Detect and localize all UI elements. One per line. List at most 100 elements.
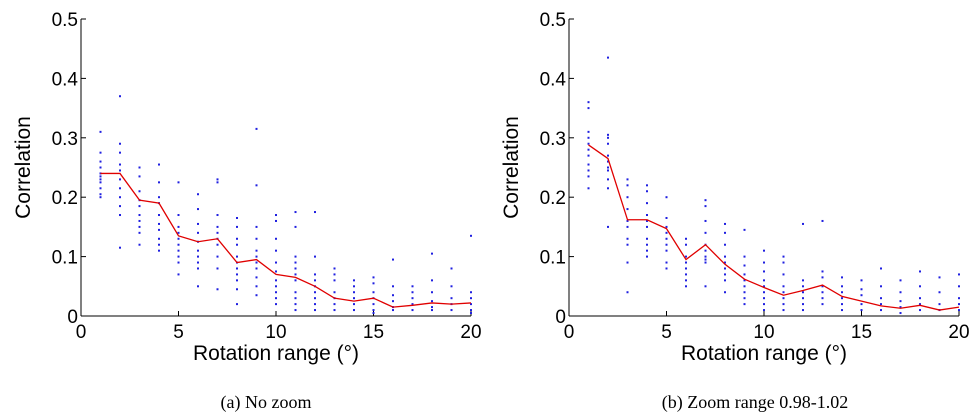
data-point bbox=[158, 214, 160, 217]
data-point bbox=[782, 255, 785, 258]
data-point bbox=[197, 208, 199, 211]
data-point bbox=[724, 255, 726, 258]
data-point bbox=[626, 178, 629, 181]
data-point bbox=[119, 142, 121, 145]
data-point bbox=[958, 285, 960, 288]
data-point bbox=[236, 288, 238, 291]
data-point bbox=[197, 285, 199, 288]
data-point bbox=[821, 297, 824, 300]
data-point bbox=[294, 309, 297, 312]
data-point bbox=[587, 130, 590, 133]
data-point bbox=[158, 163, 160, 166]
data-point bbox=[626, 237, 629, 240]
data-point bbox=[236, 279, 238, 282]
data-point bbox=[665, 231, 668, 234]
data-point bbox=[724, 243, 726, 246]
data-point bbox=[392, 309, 394, 312]
data-point bbox=[685, 285, 687, 288]
data-point bbox=[353, 285, 355, 288]
data-point bbox=[177, 273, 180, 276]
data-point bbox=[275, 285, 277, 288]
data-point bbox=[294, 267, 297, 270]
data-point bbox=[607, 160, 609, 163]
data-point bbox=[177, 181, 180, 184]
data-point bbox=[899, 306, 902, 309]
data-point bbox=[646, 202, 648, 205]
data-point bbox=[314, 255, 316, 258]
data-point bbox=[646, 243, 648, 246]
x-tick-label: 10 bbox=[265, 322, 286, 343]
data-point bbox=[802, 303, 804, 306]
data-point bbox=[782, 291, 785, 294]
data-point bbox=[138, 175, 141, 178]
x-tick-label: 15 bbox=[851, 322, 872, 343]
data-point bbox=[743, 264, 746, 267]
figure-caption: (b) Zoom range 0.98-1.02 bbox=[662, 392, 848, 413]
data-point bbox=[821, 219, 824, 222]
data-point bbox=[372, 309, 375, 312]
data-point bbox=[158, 249, 160, 252]
data-point bbox=[353, 297, 355, 300]
data-point bbox=[177, 225, 180, 228]
data-point bbox=[704, 231, 707, 234]
data-point bbox=[236, 255, 238, 258]
data-point bbox=[607, 187, 609, 190]
data-point bbox=[626, 243, 629, 246]
data-point bbox=[431, 309, 433, 312]
data-point bbox=[763, 279, 765, 282]
data-point bbox=[216, 225, 219, 228]
data-point bbox=[197, 231, 199, 234]
data-point bbox=[587, 175, 590, 178]
data-point bbox=[314, 273, 316, 276]
data-point bbox=[216, 267, 219, 270]
data-point bbox=[314, 297, 316, 300]
data-point bbox=[938, 276, 941, 279]
data-point bbox=[197, 261, 199, 264]
data-point bbox=[255, 225, 258, 228]
data-point bbox=[197, 249, 199, 252]
data-point bbox=[685, 273, 687, 276]
data-point bbox=[333, 279, 336, 282]
data-point bbox=[294, 273, 297, 276]
data-point bbox=[294, 261, 297, 264]
data-point bbox=[236, 273, 238, 276]
data-point bbox=[607, 169, 609, 172]
data-point bbox=[685, 261, 687, 264]
data-point bbox=[119, 196, 121, 199]
data-point bbox=[919, 285, 921, 288]
data-point bbox=[763, 309, 765, 312]
data-point bbox=[236, 225, 238, 228]
y-axis-label: Correlation bbox=[500, 116, 523, 219]
data-point bbox=[938, 291, 941, 294]
data-point bbox=[899, 300, 902, 303]
data-point bbox=[587, 136, 590, 139]
data-point bbox=[158, 237, 160, 240]
data-point bbox=[841, 303, 843, 306]
data-point bbox=[431, 306, 433, 309]
data-point bbox=[587, 154, 590, 157]
data-point bbox=[392, 300, 394, 303]
data-point bbox=[470, 234, 472, 237]
data-point bbox=[411, 297, 414, 300]
data-point bbox=[743, 291, 746, 294]
data-point bbox=[314, 309, 316, 312]
data-point bbox=[138, 231, 141, 234]
data-point bbox=[294, 279, 297, 282]
data-point bbox=[587, 148, 590, 151]
data-point bbox=[607, 166, 609, 169]
y-tick-label: 0.3 bbox=[540, 129, 566, 150]
data-point bbox=[880, 309, 882, 312]
data-point bbox=[275, 261, 277, 264]
data-point bbox=[411, 291, 414, 294]
data-point bbox=[860, 303, 863, 306]
data-point bbox=[372, 276, 375, 279]
data-point bbox=[763, 249, 765, 252]
x-tick-label: 0 bbox=[76, 322, 87, 343]
x-axis-label: Rotation range (°) bbox=[193, 342, 359, 365]
x-axis-label: Rotation range (°) bbox=[681, 342, 847, 365]
data-point bbox=[587, 101, 590, 104]
data-point bbox=[216, 288, 219, 291]
data-point bbox=[880, 297, 882, 300]
data-point bbox=[216, 178, 219, 181]
data-point bbox=[353, 279, 355, 282]
